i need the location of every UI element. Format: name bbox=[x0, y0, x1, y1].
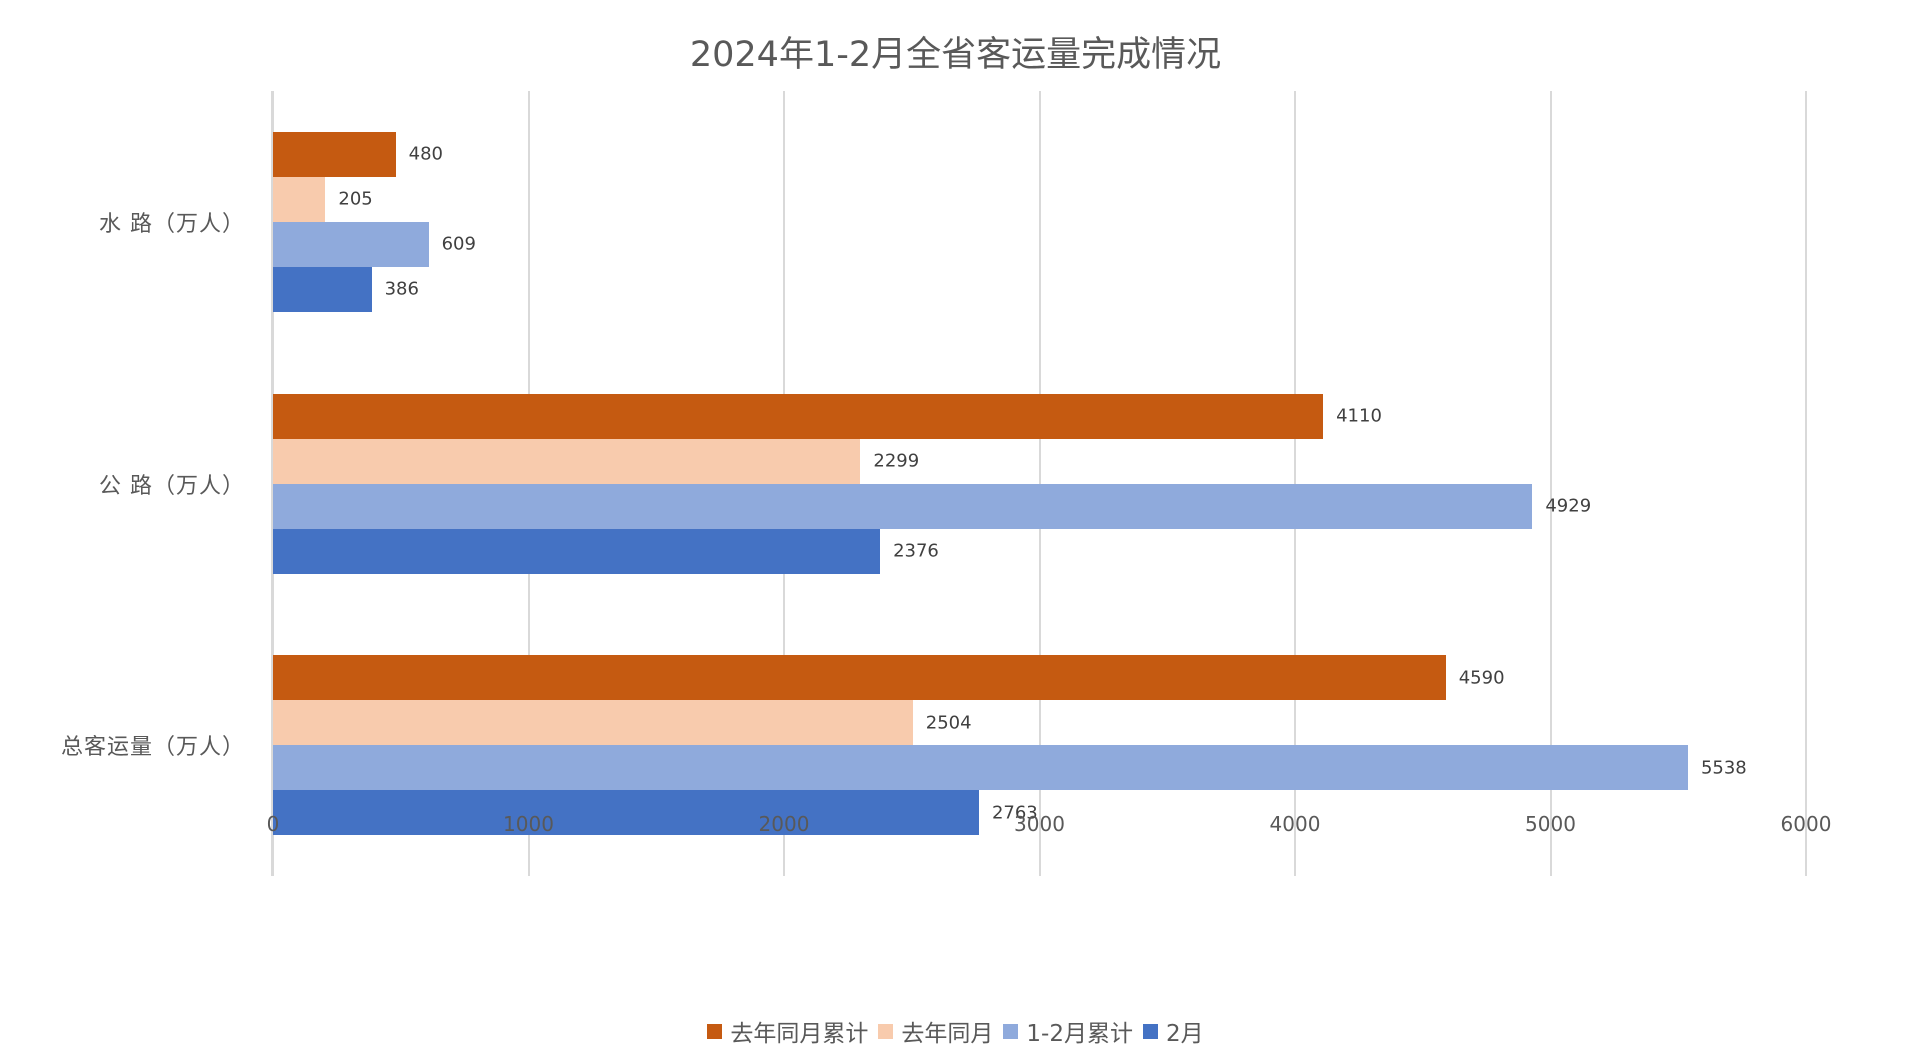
legend-label: 去年同月 bbox=[901, 1021, 994, 1047]
data-label: 205 bbox=[338, 188, 373, 210]
x-tick-label: 3000 bbox=[1014, 812, 1065, 836]
legend: 去年同月累计 去年同月 1-2月累计 2月 bbox=[0, 1014, 1911, 1048]
x-tick-label: 5000 bbox=[1525, 812, 1576, 836]
legend-swatch-icon bbox=[1003, 1023, 1019, 1039]
data-label: 609 bbox=[441, 233, 476, 255]
legend-label: 2月 bbox=[1165, 1021, 1204, 1047]
data-label: 4110 bbox=[1336, 405, 1382, 427]
x-tick-label: 0 bbox=[266, 812, 280, 836]
plot-area: 480 205 609 386 4110 2299 4929 2376 4590 2504 5538… bbox=[271, 91, 1813, 876]
data-label: 5538 bbox=[1700, 757, 1747, 779]
x-tick-label: 6000 bbox=[1780, 812, 1832, 836]
bar[interactable] bbox=[273, 221, 429, 267]
gridline bbox=[1805, 91, 1807, 876]
legend-swatch-icon bbox=[878, 1023, 894, 1039]
bar[interactable] bbox=[273, 700, 913, 746]
bar[interactable] bbox=[273, 131, 396, 177]
legend-item[interactable]: 去年同月累计 bbox=[707, 1014, 868, 1048]
legend-item[interactable]: 去年同月 bbox=[878, 1014, 993, 1048]
legend-label: 去年同月累计 bbox=[730, 1021, 869, 1047]
chart-title: 2024年1-2月全省客运量完成情况 bbox=[689, 35, 1222, 75]
gridline bbox=[1549, 91, 1552, 876]
data-label: 480 bbox=[408, 143, 443, 165]
bar[interactable] bbox=[273, 483, 1533, 529]
y-axis-line bbox=[271, 91, 274, 876]
legend-swatch-icon bbox=[707, 1023, 723, 1039]
x-tick-label: 1000 bbox=[503, 812, 554, 836]
legend-swatch-icon bbox=[1142, 1023, 1158, 1039]
category-label: 公 路（万人） bbox=[99, 473, 245, 499]
bar[interactable] bbox=[273, 266, 372, 312]
bar[interactable] bbox=[273, 176, 326, 222]
x-tick-label: 2000 bbox=[758, 812, 810, 836]
data-label: 2763 bbox=[991, 802, 1038, 824]
data-label: 2299 bbox=[873, 450, 920, 472]
category-label: 水 路（万人） bbox=[99, 211, 245, 237]
data-label: 4590 bbox=[1458, 667, 1505, 689]
data-label: 2376 bbox=[893, 540, 939, 562]
legend-item[interactable]: 1-2月累计 bbox=[1003, 1014, 1133, 1048]
data-label: 2504 bbox=[925, 712, 972, 734]
data-label: 386 bbox=[384, 278, 419, 300]
legend-label: 1-2月累计 bbox=[1026, 1021, 1133, 1047]
bar[interactable] bbox=[273, 528, 881, 574]
bar[interactable] bbox=[273, 438, 861, 484]
bar[interactable] bbox=[273, 745, 1688, 791]
x-tick-label: 4000 bbox=[1269, 812, 1321, 836]
bar[interactable] bbox=[273, 393, 1324, 439]
legend-item[interactable]: 2月 bbox=[1142, 1014, 1204, 1048]
category-label: 总客运量（万人） bbox=[60, 735, 245, 761]
bar[interactable] bbox=[273, 790, 979, 836]
data-label: 4929 bbox=[1545, 495, 1592, 517]
bar[interactable] bbox=[273, 655, 1446, 701]
